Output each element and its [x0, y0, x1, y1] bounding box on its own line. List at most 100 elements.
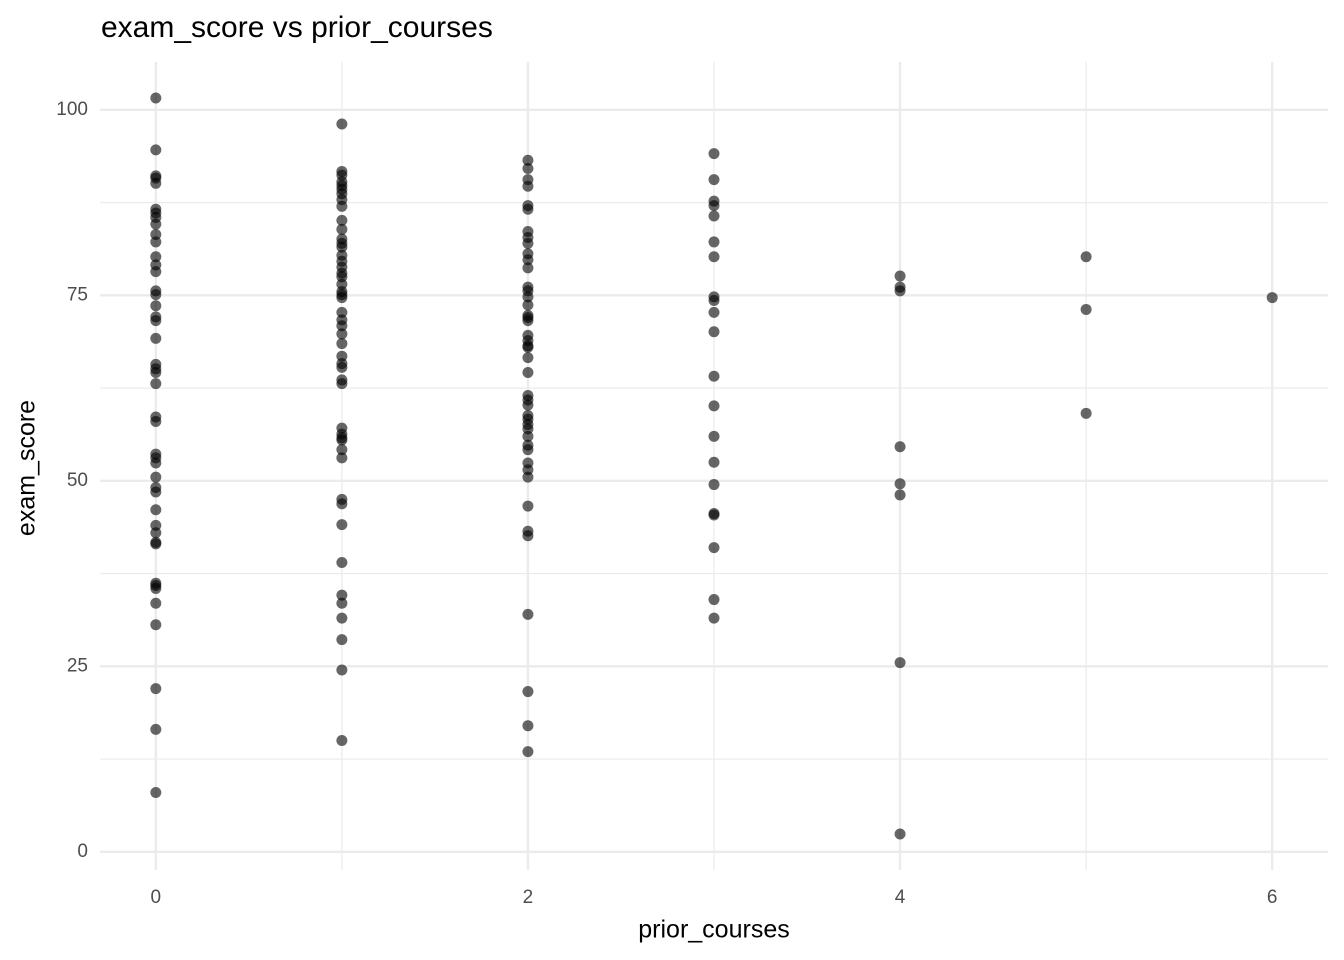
- point: [150, 289, 162, 301]
- point: [336, 556, 348, 568]
- y-tick-label: 75: [67, 284, 88, 305]
- points: [150, 92, 1278, 840]
- point: [1080, 251, 1092, 263]
- x-tick-label: 6: [1267, 887, 1278, 908]
- point: [522, 367, 534, 379]
- point: [522, 430, 534, 442]
- y-tick-label: 0: [77, 841, 88, 862]
- point: [150, 92, 162, 104]
- point: [336, 223, 348, 235]
- point: [150, 486, 162, 498]
- point: [522, 471, 534, 483]
- point: [150, 332, 162, 344]
- point: [708, 148, 720, 160]
- point: [150, 538, 162, 550]
- y-tick-label: 25: [67, 655, 88, 676]
- point: [336, 378, 348, 390]
- point: [522, 500, 534, 512]
- point: [708, 210, 720, 222]
- point: [150, 457, 162, 469]
- point: [522, 352, 534, 364]
- point: [522, 341, 534, 353]
- x-tick-label: 2: [523, 887, 534, 908]
- point: [708, 370, 720, 382]
- point: [708, 251, 720, 263]
- point: [522, 254, 534, 266]
- point: [708, 400, 720, 412]
- point: [708, 200, 720, 212]
- point: [150, 144, 162, 156]
- point: [336, 118, 348, 130]
- point: [708, 430, 720, 442]
- point: [150, 300, 162, 312]
- point: [150, 177, 162, 189]
- point: [894, 441, 906, 453]
- point: [894, 285, 906, 297]
- point: [1080, 303, 1092, 315]
- point: [894, 270, 906, 282]
- point: [150, 683, 162, 695]
- point: [1080, 407, 1092, 419]
- point: [522, 154, 534, 166]
- chart-title: exam_score vs prior_courses: [101, 11, 493, 44]
- point: [150, 415, 162, 427]
- point: [708, 509, 720, 521]
- point: [336, 664, 348, 676]
- point: [336, 597, 348, 609]
- point: [336, 452, 348, 464]
- point: [522, 262, 534, 274]
- point: [336, 200, 348, 212]
- point: [150, 504, 162, 516]
- point: [522, 299, 534, 311]
- point: [150, 367, 162, 379]
- point: [150, 619, 162, 631]
- point: [522, 180, 534, 192]
- point: [150, 236, 162, 248]
- point: [336, 328, 348, 340]
- point: [708, 174, 720, 186]
- x-tick-label: 0: [151, 887, 162, 908]
- point: [336, 338, 348, 350]
- point: [522, 399, 534, 411]
- point: [150, 786, 162, 798]
- point: [150, 723, 162, 735]
- point: [150, 582, 162, 594]
- point: [708, 236, 720, 248]
- point: [522, 291, 534, 303]
- point: [150, 251, 162, 263]
- point: [522, 530, 534, 542]
- point: [336, 320, 348, 332]
- point: [150, 597, 162, 609]
- point: [336, 292, 348, 304]
- x-axis-title: prior_courses: [638, 916, 789, 944]
- point: [522, 444, 534, 456]
- point: [894, 489, 906, 501]
- x-tick-label: 4: [895, 887, 906, 908]
- point: [522, 746, 534, 758]
- point: [708, 594, 720, 606]
- point: [522, 237, 534, 249]
- point: [336, 519, 348, 531]
- point: [336, 735, 348, 747]
- point: [150, 218, 162, 230]
- point: [708, 306, 720, 318]
- point: [894, 828, 906, 840]
- point: [522, 608, 534, 620]
- point: [522, 162, 534, 174]
- y-axis-title: exam_score: [13, 400, 41, 536]
- point: [894, 478, 906, 490]
- point: [894, 657, 906, 669]
- point: [522, 720, 534, 732]
- point: [336, 589, 348, 601]
- point: [708, 612, 720, 624]
- point: [708, 542, 720, 554]
- point: [522, 203, 534, 215]
- point: [150, 471, 162, 483]
- y-tick-label: 50: [67, 470, 88, 491]
- point: [708, 295, 720, 307]
- point: [336, 634, 348, 646]
- point: [708, 479, 720, 491]
- point: [336, 214, 348, 226]
- point: [336, 612, 348, 624]
